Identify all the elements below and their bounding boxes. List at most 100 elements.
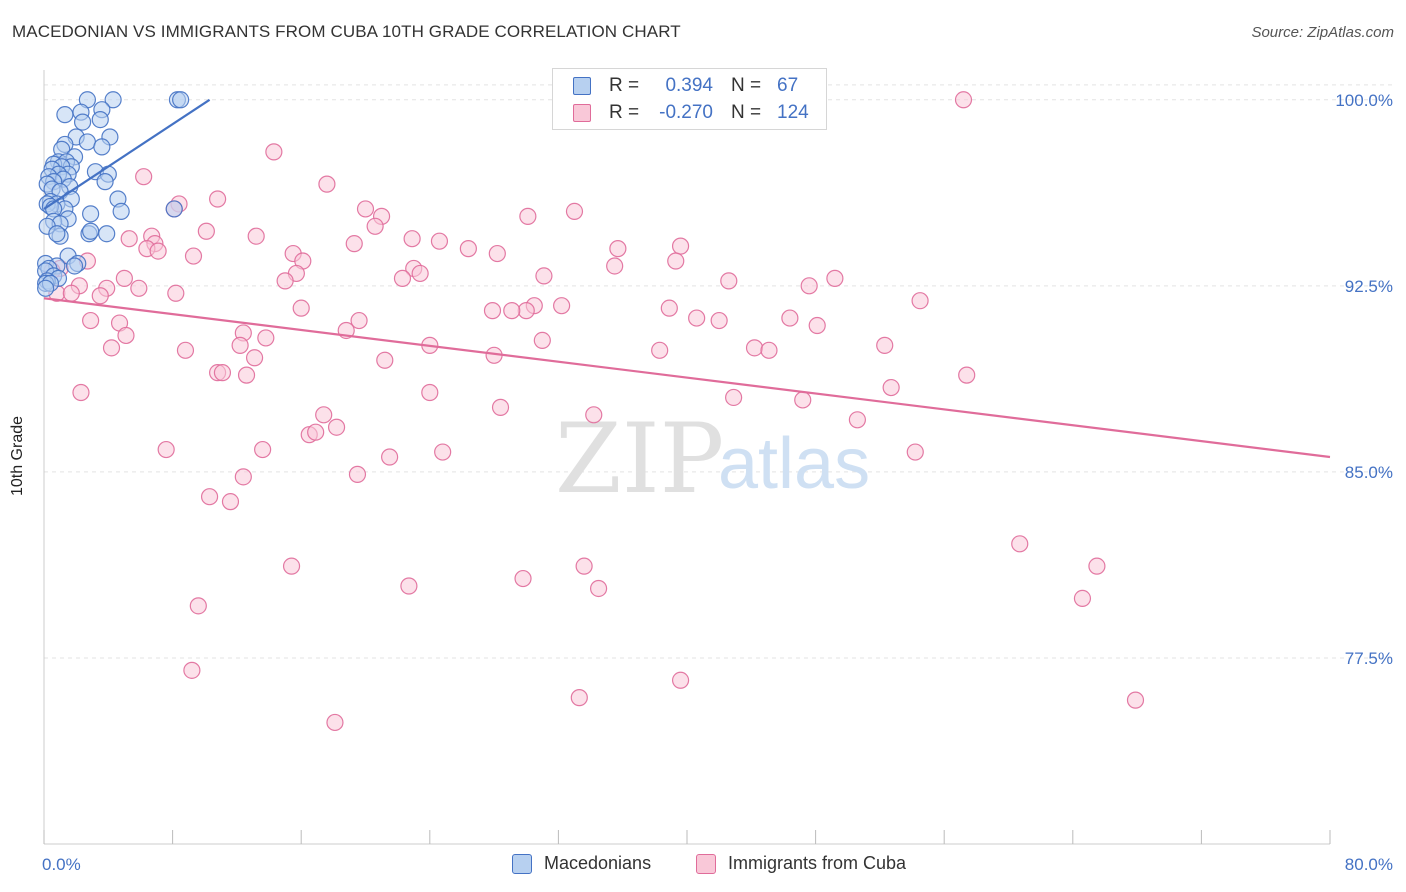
cuba-point bbox=[1088, 557, 1106, 575]
macedonian-point bbox=[104, 91, 122, 109]
watermark-atlas: atlas bbox=[718, 424, 870, 504]
macedonian-point bbox=[48, 225, 66, 243]
cuba-point bbox=[800, 277, 818, 295]
cuba-point bbox=[200, 488, 219, 506]
cuba-point bbox=[710, 311, 728, 330]
cuba-point bbox=[366, 217, 384, 235]
cuba-point bbox=[876, 336, 894, 354]
cuba-point bbox=[120, 230, 138, 248]
cuba-point bbox=[882, 378, 900, 397]
cuba-point bbox=[503, 302, 521, 320]
cuba-point bbox=[130, 279, 148, 297]
y-tick-labels: 77.5% 85.0% 92.5% 100.0% bbox=[1335, 91, 1393, 668]
legend-r-value: 0.394 bbox=[665, 75, 713, 96]
macedonian-point bbox=[98, 225, 116, 243]
cuba-point bbox=[906, 443, 924, 461]
cuba-point bbox=[533, 331, 551, 350]
cuba-point bbox=[234, 468, 252, 486]
y-tick-label: 100.0% bbox=[1335, 91, 1393, 110]
cuba-point bbox=[197, 222, 215, 240]
macedonian-point bbox=[73, 113, 92, 131]
cuba-point bbox=[115, 269, 133, 287]
watermark: ZIP atlas bbox=[555, 403, 870, 515]
legend-n-value: 124 bbox=[777, 102, 809, 123]
legend-swatch-macedonians bbox=[573, 77, 591, 95]
cuba-point bbox=[403, 230, 421, 248]
cuba-point bbox=[237, 366, 256, 384]
cuba-point bbox=[307, 423, 325, 441]
cuba-point bbox=[213, 364, 232, 382]
cuba-point bbox=[265, 143, 283, 161]
cuba-point bbox=[575, 557, 593, 575]
legend-row-cuba: R = -0.270 N = 124 bbox=[553, 100, 826, 128]
cuba-point bbox=[209, 190, 227, 208]
macedonian-point bbox=[78, 133, 97, 151]
cuba-point bbox=[345, 235, 363, 253]
cuba-point bbox=[326, 713, 344, 732]
cuba-point bbox=[176, 341, 195, 359]
cuba-point bbox=[688, 309, 706, 327]
series-macedonians bbox=[37, 91, 190, 297]
cuba-point bbox=[565, 202, 584, 221]
legend-swatch-macedonians bbox=[512, 854, 532, 874]
legend-label-cuba: Immigrants from Cuba bbox=[728, 853, 907, 873]
cuba-point bbox=[958, 366, 976, 384]
cuba-point bbox=[149, 242, 167, 260]
cuba-point bbox=[535, 267, 553, 285]
legend-n-label: N = bbox=[731, 102, 762, 123]
cuba-point bbox=[667, 252, 685, 270]
cuba-point bbox=[231, 336, 249, 354]
cuba-point bbox=[276, 272, 294, 290]
cuba-point bbox=[671, 237, 690, 255]
cuba-point bbox=[609, 240, 627, 258]
cuba-point bbox=[781, 309, 799, 327]
cuba-point bbox=[381, 448, 399, 466]
cuba-point bbox=[430, 232, 449, 250]
y-tick-label: 85.0% bbox=[1345, 463, 1393, 482]
legend-label-macedonians: Macedonians bbox=[544, 853, 652, 873]
macedonian-point bbox=[91, 111, 109, 129]
legend-r-value: -0.270 bbox=[659, 102, 713, 123]
cuba-point bbox=[184, 247, 203, 265]
cuba-point bbox=[318, 175, 336, 193]
cuba-point bbox=[282, 557, 301, 575]
cuba-point bbox=[671, 671, 690, 689]
cuba-point bbox=[411, 264, 429, 283]
cuba-point bbox=[553, 297, 571, 315]
legend-n-label: N = bbox=[731, 75, 762, 96]
cuba-point bbox=[292, 299, 310, 317]
cuba-point bbox=[459, 240, 477, 258]
macedonian-point bbox=[82, 205, 100, 223]
cuba-point bbox=[376, 351, 394, 369]
stats-legend: R = 0.394 N = 67 R = -0.270 N = 124 bbox=[552, 68, 827, 130]
cuba-point bbox=[327, 418, 346, 436]
cuba-point bbox=[589, 579, 608, 598]
cuba-point bbox=[483, 302, 502, 320]
series-immigrants-from-cuba bbox=[43, 91, 1145, 732]
legend-n-value: 67 bbox=[777, 75, 799, 96]
cuba-point bbox=[102, 339, 121, 357]
cuba-point bbox=[348, 465, 367, 483]
cuba-point bbox=[911, 292, 929, 310]
macedonian-point bbox=[93, 138, 111, 156]
cuba-point bbox=[794, 391, 812, 409]
macedonian-point bbox=[56, 106, 74, 124]
trend-line-cuba bbox=[43, 297, 1331, 459]
cuba-point bbox=[221, 493, 240, 511]
cuba-point bbox=[393, 269, 412, 287]
y-tick-label: 77.5% bbox=[1345, 649, 1393, 668]
cuba-point bbox=[848, 411, 866, 429]
cuba-point bbox=[585, 406, 603, 424]
macedonian-point bbox=[82, 222, 100, 240]
cuba-point bbox=[356, 200, 375, 218]
legend-swatch-cuba bbox=[696, 854, 716, 874]
cuba-point bbox=[488, 244, 506, 263]
macedonian-point bbox=[96, 173, 114, 191]
macedonian-point bbox=[37, 279, 55, 297]
cuba-point bbox=[189, 597, 207, 615]
cuba-point bbox=[808, 316, 826, 335]
cuba-point bbox=[491, 398, 510, 416]
cuba-point bbox=[157, 440, 175, 459]
cuba-point bbox=[760, 341, 778, 359]
